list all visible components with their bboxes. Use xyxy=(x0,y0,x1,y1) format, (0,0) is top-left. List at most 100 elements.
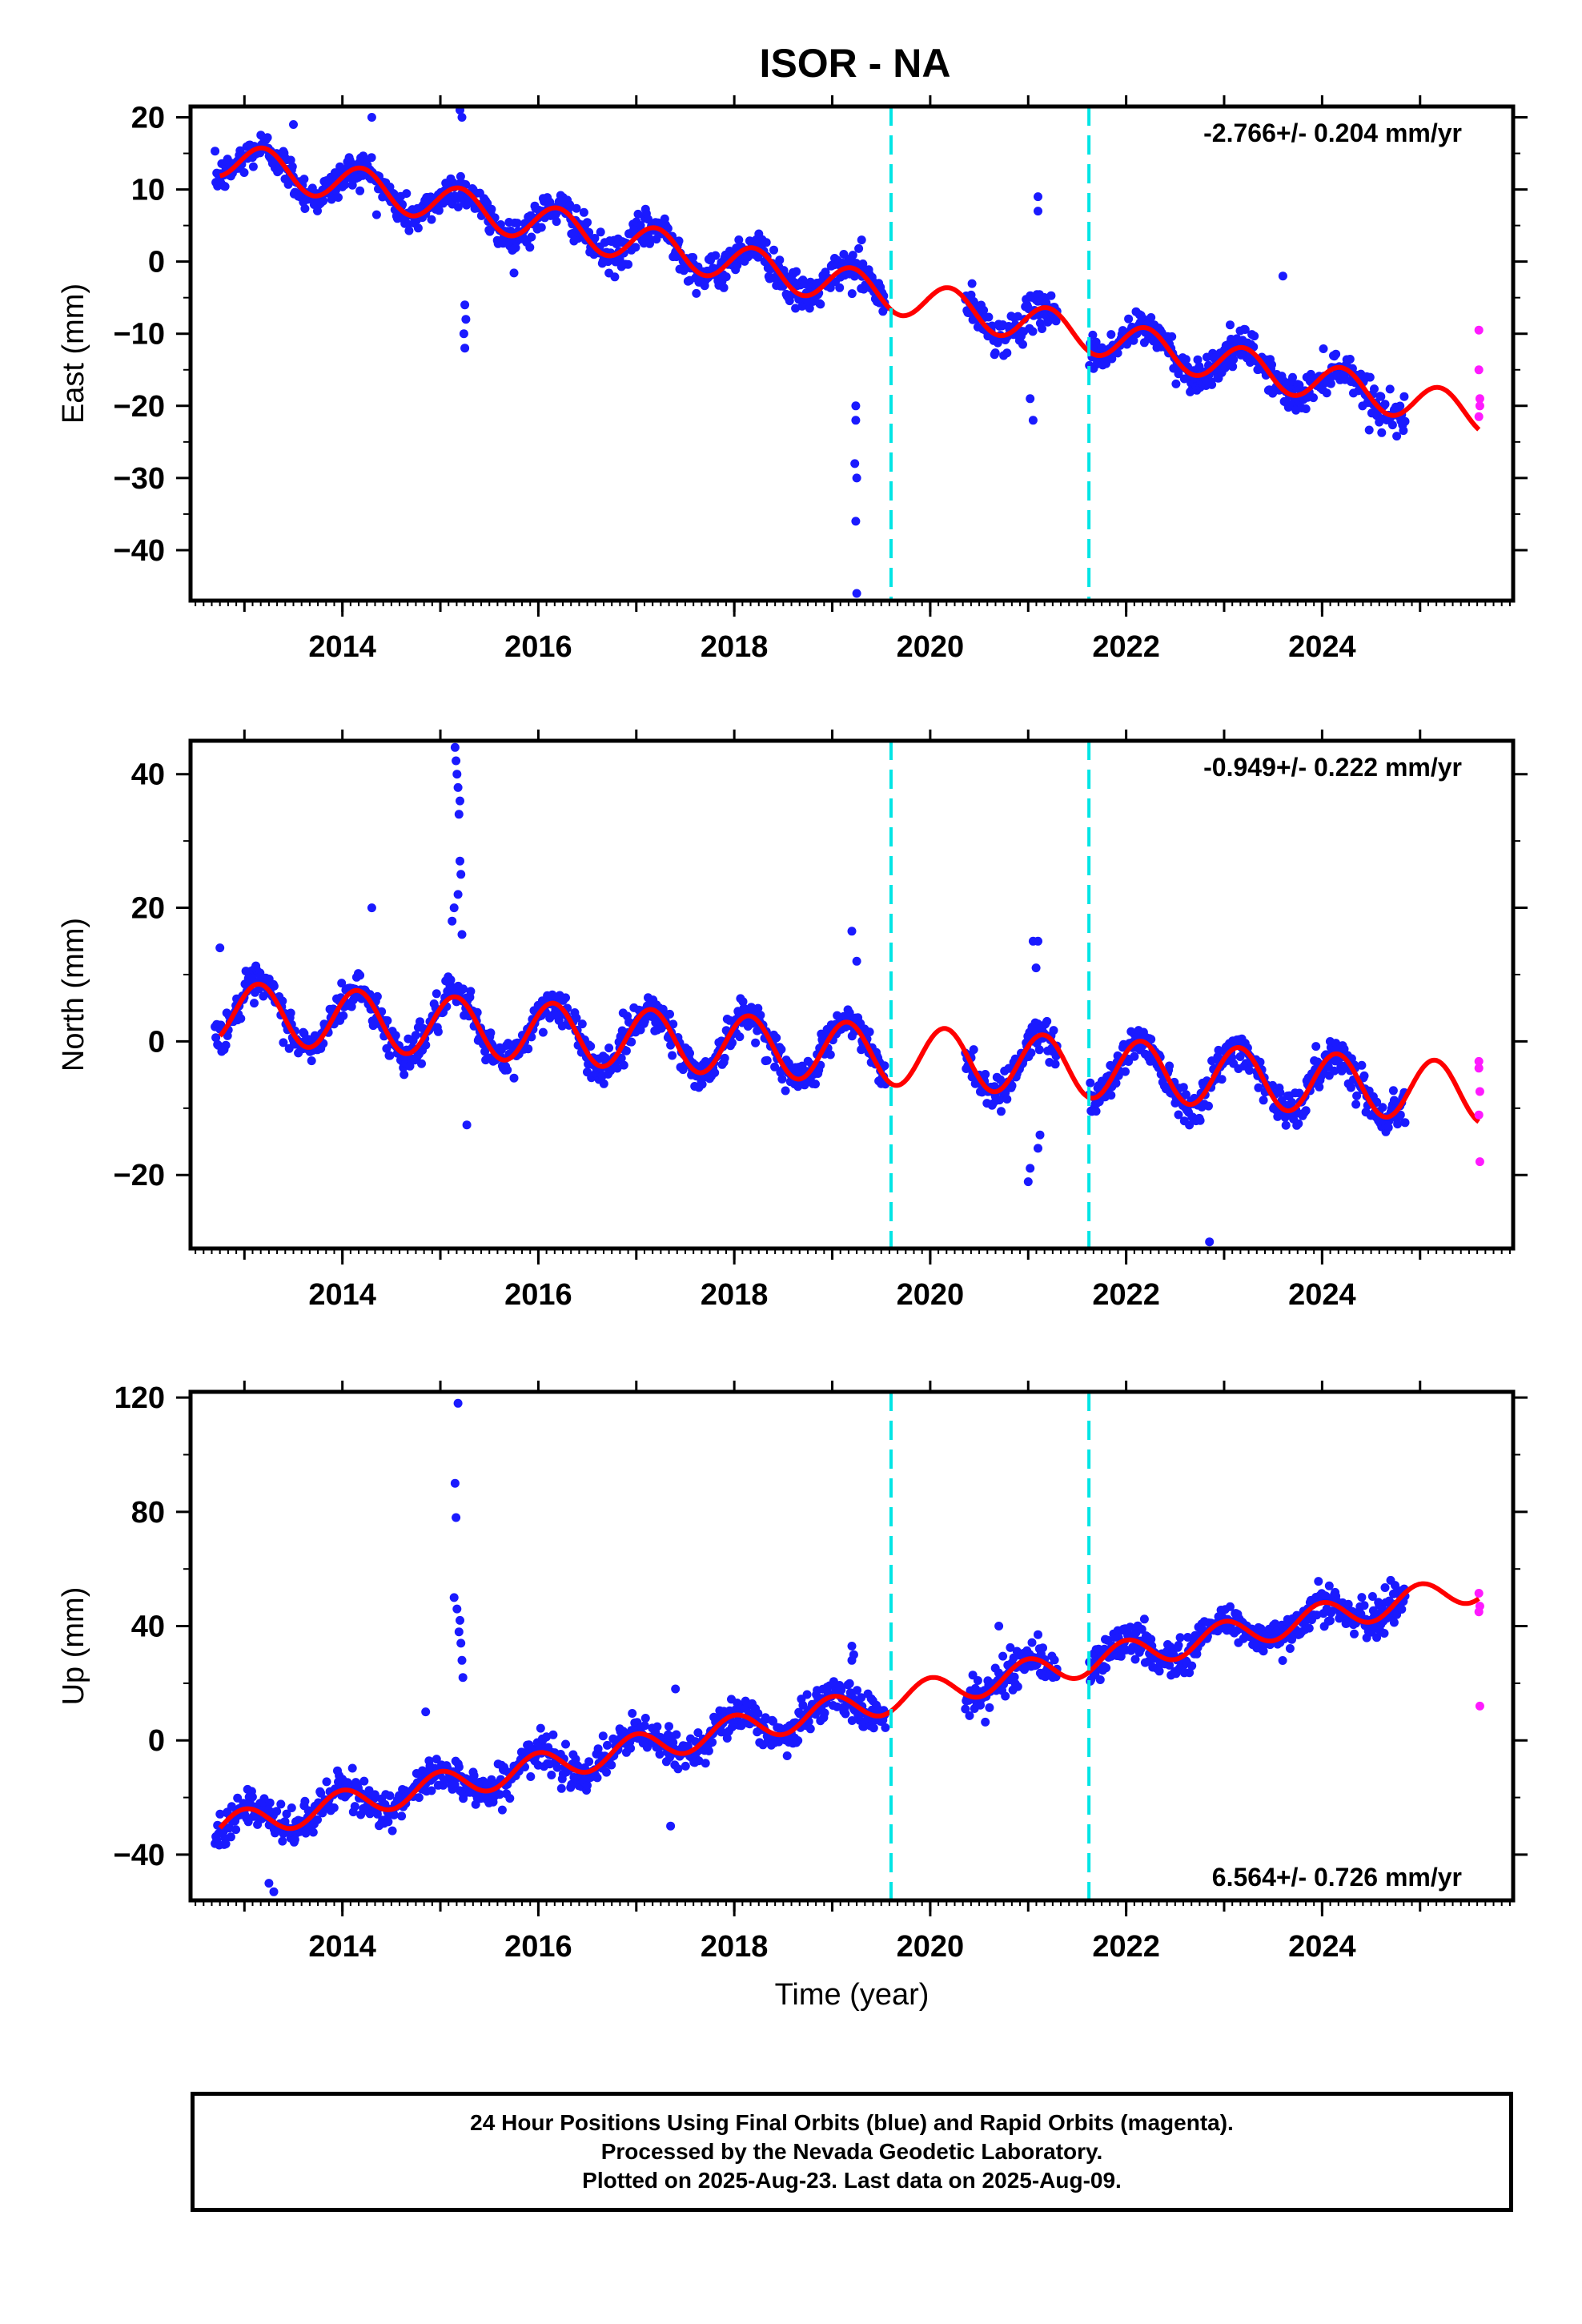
final-orbit-outlier-point xyxy=(1034,192,1042,202)
final-orbit-point xyxy=(1002,348,1012,358)
final-orbit-outlier-point xyxy=(450,742,460,752)
final-orbit-point xyxy=(536,1723,545,1733)
final-orbit-point xyxy=(1287,1098,1296,1107)
final-orbit-point xyxy=(1146,1035,1156,1044)
east-panel: 2014 2016 2018 2020 2022 2024 20 10 0 −10 −20 −30 −4… xyxy=(57,95,1528,664)
final-orbit-point xyxy=(835,283,845,292)
final-orbit-point xyxy=(753,1709,763,1718)
rapid-orbit-point xyxy=(1474,1110,1484,1120)
final-orbit-point xyxy=(552,1763,562,1772)
final-orbit-point xyxy=(704,1746,713,1755)
final-orbit-point xyxy=(347,180,357,190)
rapid-orbit-point xyxy=(1474,1063,1484,1073)
final-orbit-point xyxy=(612,1063,622,1073)
final-orbit-point xyxy=(1181,355,1191,364)
final-orbit-point xyxy=(599,1079,608,1088)
final-orbit-point xyxy=(1185,1120,1195,1130)
east-model-line xyxy=(219,145,1481,432)
final-orbit-point xyxy=(561,1739,570,1749)
final-orbit-point xyxy=(1326,379,1335,388)
final-orbit-point xyxy=(329,1803,339,1812)
final-orbit-point xyxy=(1301,1106,1311,1116)
final-orbit-point xyxy=(701,1057,710,1066)
final-orbit-point xyxy=(278,1836,287,1846)
up-velocity-label: 6.564+/- 0.726 mm/yr xyxy=(1212,1863,1462,1892)
y-tick-label: 0 xyxy=(148,1724,165,1758)
final-orbit-point xyxy=(548,1730,558,1739)
final-orbit-point xyxy=(287,1803,296,1812)
final-orbit-outlier-point xyxy=(367,903,376,913)
y-tick-label: −10 xyxy=(114,318,165,352)
rapid-orbit-point xyxy=(1474,1589,1484,1598)
final-orbit-point xyxy=(1226,1602,1235,1611)
final-orbit-point xyxy=(1007,1081,1017,1091)
final-orbit-point xyxy=(1193,355,1203,364)
y-tick-label: 80 xyxy=(131,1496,165,1530)
final-orbit-point xyxy=(1383,1123,1393,1132)
final-orbit-outlier-point xyxy=(847,1655,857,1665)
final-orbit-point xyxy=(619,1060,628,1070)
final-orbit-point xyxy=(226,1832,235,1842)
x-tick-label: 2024 xyxy=(1288,1278,1356,1312)
final-orbit-point xyxy=(1228,362,1238,372)
final-orbit-outlier-point xyxy=(456,870,466,879)
final-orbit-point xyxy=(1359,1601,1369,1610)
final-orbit-point xyxy=(640,1721,649,1731)
final-orbit-point xyxy=(211,1033,221,1043)
up-final-orbit-points xyxy=(211,1398,1410,1896)
final-orbit-point xyxy=(1380,1583,1390,1592)
final-orbit-point xyxy=(1268,1080,1278,1090)
final-orbit-point xyxy=(383,1016,392,1025)
final-orbit-point xyxy=(1352,1091,1362,1100)
final-orbit-point xyxy=(1312,1610,1322,1620)
final-orbit-point xyxy=(738,997,748,1007)
rapid-orbit-point xyxy=(1474,325,1484,335)
final-orbit-point xyxy=(669,1019,678,1029)
final-orbit-point xyxy=(967,279,977,288)
final-orbit-point xyxy=(607,1760,616,1770)
final-orbit-point xyxy=(1130,1051,1139,1061)
final-orbit-point xyxy=(211,147,220,156)
final-orbit-point xyxy=(556,1783,566,1793)
final-orbit-point xyxy=(735,1032,745,1042)
final-orbit-point xyxy=(673,1764,683,1774)
final-orbit-point xyxy=(1129,336,1138,345)
north-plot-frame xyxy=(188,738,1516,1251)
x-tick-label: 2018 xyxy=(701,1278,769,1312)
final-orbit-point xyxy=(994,1096,1004,1105)
final-orbit-point xyxy=(1399,426,1408,436)
final-orbit-outlier-point xyxy=(1034,1630,1042,1639)
final-orbit-point xyxy=(1028,327,1038,336)
final-orbit-point xyxy=(413,223,423,233)
final-orbit-point xyxy=(1217,1075,1227,1084)
final-orbit-point xyxy=(432,1755,441,1764)
final-orbit-outlier-point xyxy=(452,1513,461,1522)
final-orbit-point xyxy=(845,1679,854,1688)
footer-line-orbits: 24 Hour Positions Using Final Orbits (bl… xyxy=(470,2110,1234,2135)
final-orbit-point xyxy=(721,272,731,282)
final-orbit-point xyxy=(459,984,468,994)
final-orbit-point xyxy=(762,1055,772,1065)
final-orbit-point xyxy=(1124,314,1134,324)
final-orbit-point xyxy=(655,1750,665,1759)
final-orbit-point xyxy=(841,1709,850,1719)
final-orbit-point xyxy=(1372,1097,1382,1107)
final-orbit-point xyxy=(853,1686,861,1695)
north-model-line xyxy=(218,981,1480,1124)
final-orbit-point xyxy=(278,996,287,1006)
x-tick-label: 2022 xyxy=(1092,630,1160,664)
final-orbit-point xyxy=(719,283,729,292)
final-orbit-point xyxy=(616,1053,626,1063)
final-orbit-outlier-point xyxy=(671,1684,681,1694)
x-tick-label: 2014 xyxy=(308,1930,376,1964)
final-orbit-point xyxy=(1146,1634,1156,1644)
final-orbit-point xyxy=(1315,1082,1324,1092)
final-orbit-point xyxy=(1278,1656,1287,1665)
final-orbit-point xyxy=(998,1651,1008,1661)
final-orbit-point xyxy=(421,1040,431,1050)
final-orbit-point xyxy=(269,981,279,991)
x-tick-label: 2022 xyxy=(1092,1278,1160,1312)
final-orbit-point xyxy=(1400,416,1410,426)
final-orbit-point xyxy=(276,1799,286,1809)
